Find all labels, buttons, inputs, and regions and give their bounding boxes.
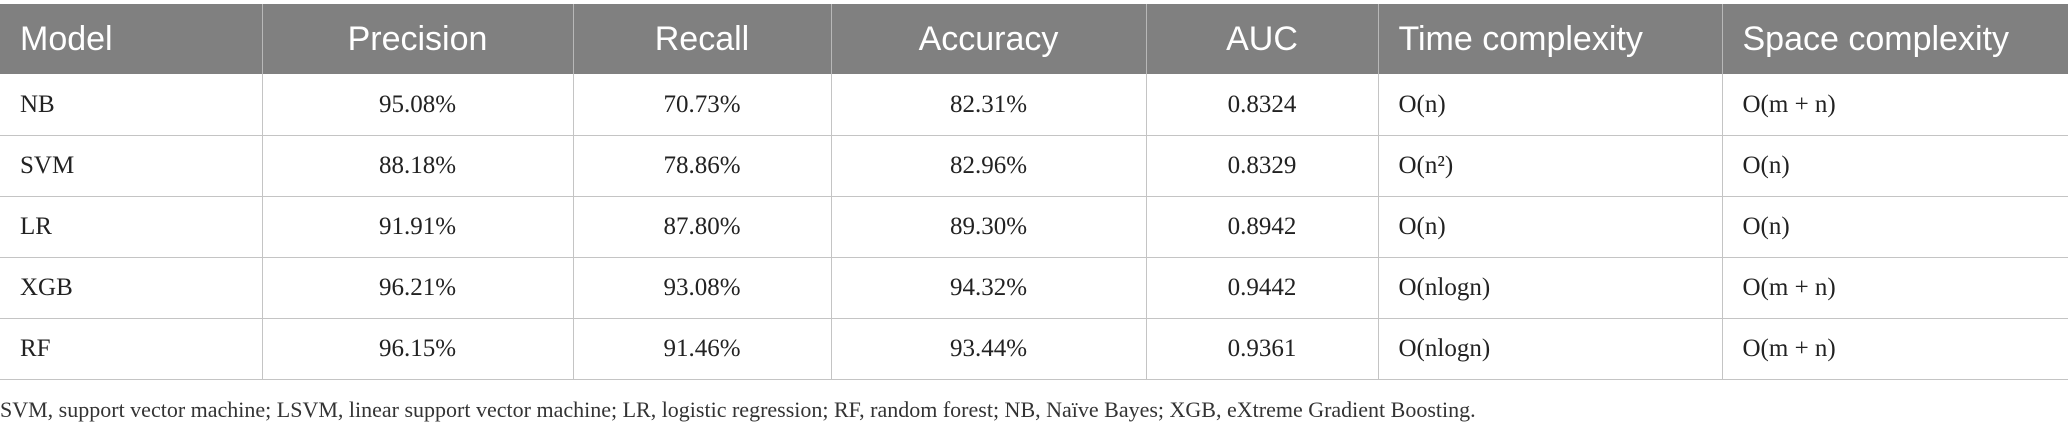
cell-space-complexity: O(n) — [1721, 196, 2068, 258]
cell-precision: 88.18% — [261, 135, 573, 197]
cell-model: RF — [0, 318, 262, 380]
cell-model: SVM — [0, 135, 262, 197]
table-row: LR 91.91% 87.80% 89.30% 0.8942 O(n) O(n) — [0, 196, 2068, 258]
table-header: Model Precision Recall Accuracy AUC Time… — [0, 4, 2068, 74]
table-body: NB 95.08% 70.73% 82.31% 0.8324 O(n) O(m … — [0, 74, 2068, 380]
cell-precision: 95.08% — [261, 74, 573, 136]
header-precision: Precision — [261, 4, 573, 74]
cell-time-complexity: O(n²) — [1377, 135, 1722, 197]
cell-accuracy: 82.96% — [830, 135, 1146, 197]
cell-accuracy: 93.44% — [830, 318, 1146, 380]
cell-auc: 0.8329 — [1145, 135, 1378, 197]
header-row: Model Precision Recall Accuracy AUC Time… — [0, 4, 2068, 74]
header-model: Model — [0, 4, 262, 74]
table-row: SVM 88.18% 78.86% 82.96% 0.8329 O(n²) O(… — [0, 135, 2068, 197]
cell-space-complexity: O(n) — [1721, 135, 2068, 197]
header-time-complexity: Time complexity — [1377, 4, 1722, 74]
header-recall: Recall — [572, 4, 831, 74]
cell-time-complexity: O(n) — [1377, 74, 1722, 136]
cell-precision: 96.15% — [261, 318, 573, 380]
cell-recall: 87.80% — [572, 196, 831, 258]
header-space-complexity: Space complexity — [1721, 4, 2068, 74]
table-row: XGB 96.21% 93.08% 94.32% 0.9442 O(nlogn)… — [0, 257, 2068, 319]
table-row: RF 96.15% 91.46% 93.44% 0.9361 O(nlogn) … — [0, 318, 2068, 380]
cell-accuracy: 94.32% — [830, 257, 1146, 319]
cell-accuracy: 82.31% — [830, 74, 1146, 136]
cell-space-complexity: O(m + n) — [1721, 74, 2068, 136]
cell-model: NB — [0, 74, 262, 136]
table-row: NB 95.08% 70.73% 82.31% 0.8324 O(n) O(m … — [0, 74, 2068, 136]
cell-auc: 0.9361 — [1145, 318, 1378, 380]
cell-model: LR — [0, 196, 262, 258]
results-table-container: Model Precision Recall Accuracy AUC Time… — [0, 4, 2068, 380]
cell-time-complexity: O(n) — [1377, 196, 1722, 258]
cell-time-complexity: O(nlogn) — [1377, 318, 1722, 380]
cell-auc: 0.8942 — [1145, 196, 1378, 258]
header-auc: AUC — [1145, 4, 1378, 74]
cell-recall: 91.46% — [572, 318, 831, 380]
cell-accuracy: 89.30% — [830, 196, 1146, 258]
cell-space-complexity: O(m + n) — [1721, 318, 2068, 380]
header-accuracy: Accuracy — [830, 4, 1146, 74]
cell-recall: 93.08% — [572, 257, 831, 319]
table-footnote: SVM, support vector machine; LSVM, linea… — [0, 397, 1476, 422]
cell-precision: 96.21% — [261, 257, 573, 319]
cell-precision: 91.91% — [261, 196, 573, 258]
cell-model: XGB — [0, 257, 262, 319]
cell-auc: 0.9442 — [1145, 257, 1378, 319]
cell-time-complexity: O(nlogn) — [1377, 257, 1722, 319]
cell-recall: 70.73% — [572, 74, 831, 136]
model-comparison-table: Model Precision Recall Accuracy AUC Time… — [0, 4, 2068, 380]
cell-auc: 0.8324 — [1145, 74, 1378, 136]
cell-recall: 78.86% — [572, 135, 831, 197]
cell-space-complexity: O(m + n) — [1721, 257, 2068, 319]
